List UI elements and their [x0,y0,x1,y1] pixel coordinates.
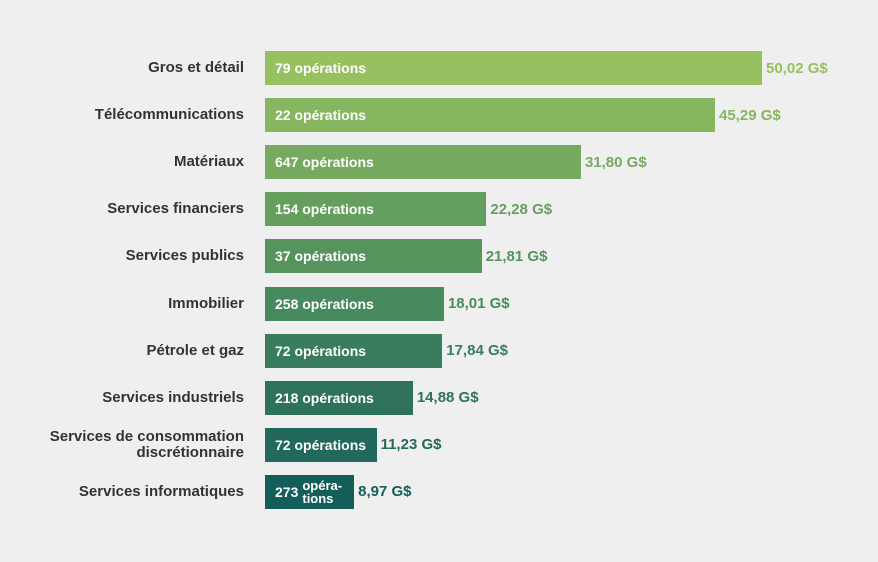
operations-word: opéra- tions [302,477,343,506]
bar [265,145,581,180]
bar [265,427,377,462]
category-label: Services industriels [102,388,244,406]
bar [265,286,444,321]
operations-label: 154 opérations [275,201,374,218]
value-label: 14,88 G$ [416,389,479,407]
category-label: Services financiers [107,200,244,218]
operations-label: 72 opérations [275,436,367,453]
operations-label: 647 opérations [275,154,374,171]
value-label: 18,01 G$ [447,295,510,312]
value-label: 50,02 G$ [766,59,828,77]
category-label: Gros et détail [148,59,244,76]
category-label: Services informatiques [78,482,244,500]
value-label: 22,28 G$ [490,200,553,218]
category-label: Immobilier [168,294,244,312]
bar [265,239,482,274]
bar [265,333,443,368]
value-label: 45,29 G$ [719,106,781,124]
operations-label: 79 opérations [275,60,367,76]
category-label: Matériaux [173,153,244,171]
category-label: Services publics [125,247,244,265]
operations-label: 37 opérations [275,248,367,265]
bar [265,380,413,415]
operations-count: 273 [275,483,299,500]
value-label: 31,80 G$ [584,153,647,171]
operations-label: 273 opéra- tions [275,475,342,509]
bar [265,51,762,85]
value-label: 17,84 G$ [446,342,508,360]
value-label: 8,97 G$ [358,483,412,501]
bar [265,192,487,227]
operations-label: 72 opérations [275,342,367,359]
value-label: 11,23 G$ [380,436,442,454]
value-label: 21,81 G$ [485,247,548,265]
category-label: Services de consommation discrétionnaire [49,427,244,461]
operations-label: 22 opérations [275,107,367,124]
bar [265,98,715,133]
operations-label: 258 opérations [275,295,374,312]
category-label: Télécommunications [94,106,244,124]
bar [265,474,355,509]
category-label: Pétrole et gaz [146,341,244,359]
operations-label: 218 opérations [275,389,374,406]
